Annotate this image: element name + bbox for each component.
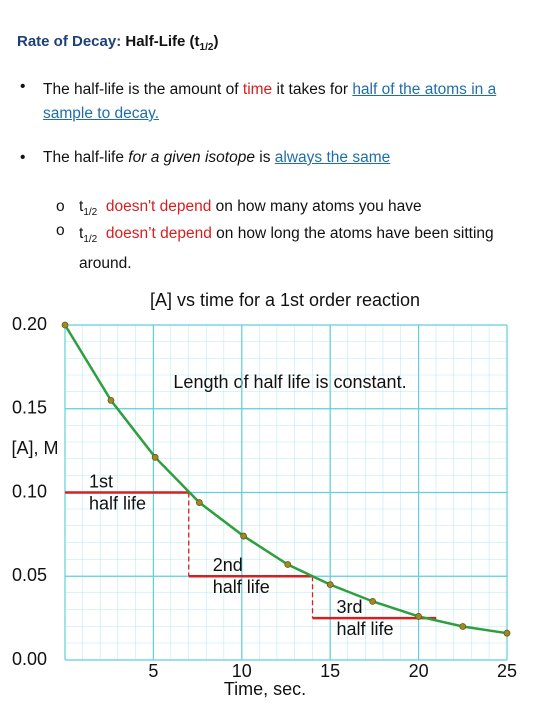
x-axis-label: Time, sec. (224, 679, 306, 699)
sub-bullet: t1/2 doesn’t depend on how long the atom… (79, 222, 509, 276)
title-sub: 1/2 (199, 42, 214, 53)
data-point (459, 623, 467, 630)
link-text: always the same (274, 149, 391, 166)
sub-marker: o (56, 198, 65, 215)
y-axis-label: [A], M (11, 438, 58, 458)
data-point (503, 629, 511, 637)
title-close: ) (213, 33, 219, 50)
text: for a given isotope (128, 149, 255, 166)
data-point (326, 581, 334, 589)
y-tick-label: 0.10 (12, 481, 47, 501)
data-point (151, 453, 159, 461)
data-point (61, 321, 69, 329)
title-lead: Rate of Decay: (17, 33, 122, 50)
half-life-ordinal: 3rd (337, 597, 363, 617)
data-point (284, 561, 292, 568)
text: it takes for (272, 81, 353, 98)
sub-marker: o (56, 222, 65, 239)
bullet: The half-life for a given isotope is alw… (43, 149, 513, 167)
y-tick-label: 0.20 (12, 314, 47, 334)
x-tick-label: 20 (409, 661, 429, 681)
sub-bullet: t1/2 doesn't depend on how many atoms yo… (79, 198, 519, 218)
symbol-sub: 1/2 (83, 207, 98, 219)
half-life-text: half life (89, 493, 146, 513)
data-point (195, 499, 203, 506)
x-tick-label: 5 (148, 661, 158, 681)
bullet: The half-life is the amount of time it t… (43, 78, 513, 126)
text: is (254, 149, 275, 166)
bullet-marker: • (20, 149, 26, 166)
x-tick-label: 15 (320, 661, 340, 681)
text: on how long the atoms have been sitting … (79, 225, 494, 273)
text: doesn't depend (105, 198, 212, 215)
data-point (240, 532, 247, 540)
data-point (415, 613, 423, 620)
chart-title: [A] vs time for a 1st order reaction (150, 290, 420, 310)
symbol-sub: 1/2 (83, 234, 98, 246)
text: The half-life is the amount of (43, 81, 243, 98)
x-tick-label: 25 (497, 661, 517, 681)
text: doesn’t depend (105, 225, 212, 242)
half-life-text: half life (337, 619, 394, 639)
half-life-ordinal: 1st (89, 471, 113, 491)
symbol: t (79, 225, 84, 242)
data-point (369, 597, 377, 605)
half-life-text: half life (213, 577, 270, 597)
link-text: half of the atoms in a sample to decay. (43, 81, 497, 122)
x-tick-label: 10 (232, 661, 252, 681)
text: on how many atoms you have (211, 198, 422, 215)
y-tick-label: 0.00 (12, 649, 47, 669)
half-life-ordinal: 2nd (213, 555, 243, 575)
title-main: Half-Life (t (125, 33, 200, 50)
symbol: t (79, 198, 84, 215)
bullet-marker: • (20, 78, 26, 95)
data-point (107, 396, 115, 404)
annotation: Length of half life is constant. (173, 372, 406, 392)
y-tick-label: 0.15 (12, 398, 47, 418)
title: Rate of Decay: Half-Life (t1/2) (17, 33, 218, 53)
text: time (242, 81, 273, 98)
text: The half-life (43, 149, 129, 166)
y-tick-label: 0.05 (12, 565, 47, 585)
